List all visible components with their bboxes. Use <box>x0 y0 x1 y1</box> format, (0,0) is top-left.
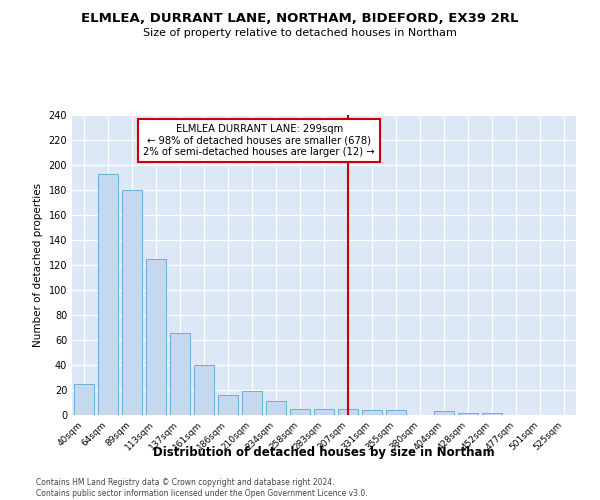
Text: ELMLEA, DURRANT LANE, NORTHAM, BIDEFORD, EX39 2RL: ELMLEA, DURRANT LANE, NORTHAM, BIDEFORD,… <box>81 12 519 26</box>
Bar <box>194 365 214 415</box>
Bar <box>314 409 334 415</box>
Bar <box>170 332 190 415</box>
Bar <box>362 410 382 415</box>
Bar <box>218 395 238 415</box>
Text: ELMLEA DURRANT LANE: 299sqm
← 98% of detached houses are smaller (678)
2% of sem: ELMLEA DURRANT LANE: 299sqm ← 98% of det… <box>143 124 375 157</box>
Bar <box>458 412 478 415</box>
Bar <box>434 411 454 415</box>
Bar <box>122 190 142 415</box>
Bar <box>386 410 406 415</box>
Text: Distribution of detached houses by size in Northam: Distribution of detached houses by size … <box>153 446 495 459</box>
Bar <box>242 391 262 415</box>
Y-axis label: Number of detached properties: Number of detached properties <box>33 183 43 347</box>
Bar <box>290 409 310 415</box>
Bar <box>74 384 94 415</box>
Bar <box>266 401 286 415</box>
Text: Size of property relative to detached houses in Northam: Size of property relative to detached ho… <box>143 28 457 38</box>
Bar <box>98 174 118 415</box>
Bar <box>338 409 358 415</box>
Text: Contains HM Land Registry data © Crown copyright and database right 2024.
Contai: Contains HM Land Registry data © Crown c… <box>36 478 368 498</box>
Bar <box>146 259 166 415</box>
Bar <box>482 412 502 415</box>
